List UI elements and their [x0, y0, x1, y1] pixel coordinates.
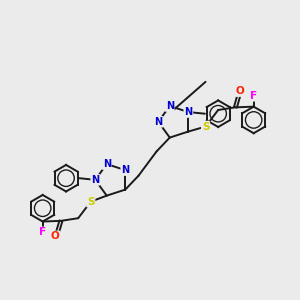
Text: S: S	[202, 122, 209, 132]
Text: N: N	[121, 165, 129, 175]
Text: F: F	[39, 227, 46, 238]
Text: N: N	[103, 159, 111, 169]
Text: O: O	[51, 231, 60, 242]
Text: N: N	[154, 117, 162, 127]
Text: N: N	[184, 107, 192, 117]
Text: O: O	[236, 86, 244, 96]
Text: F: F	[250, 91, 257, 101]
Text: S: S	[87, 196, 94, 207]
Text: N: N	[91, 175, 99, 185]
Text: N: N	[166, 101, 174, 111]
